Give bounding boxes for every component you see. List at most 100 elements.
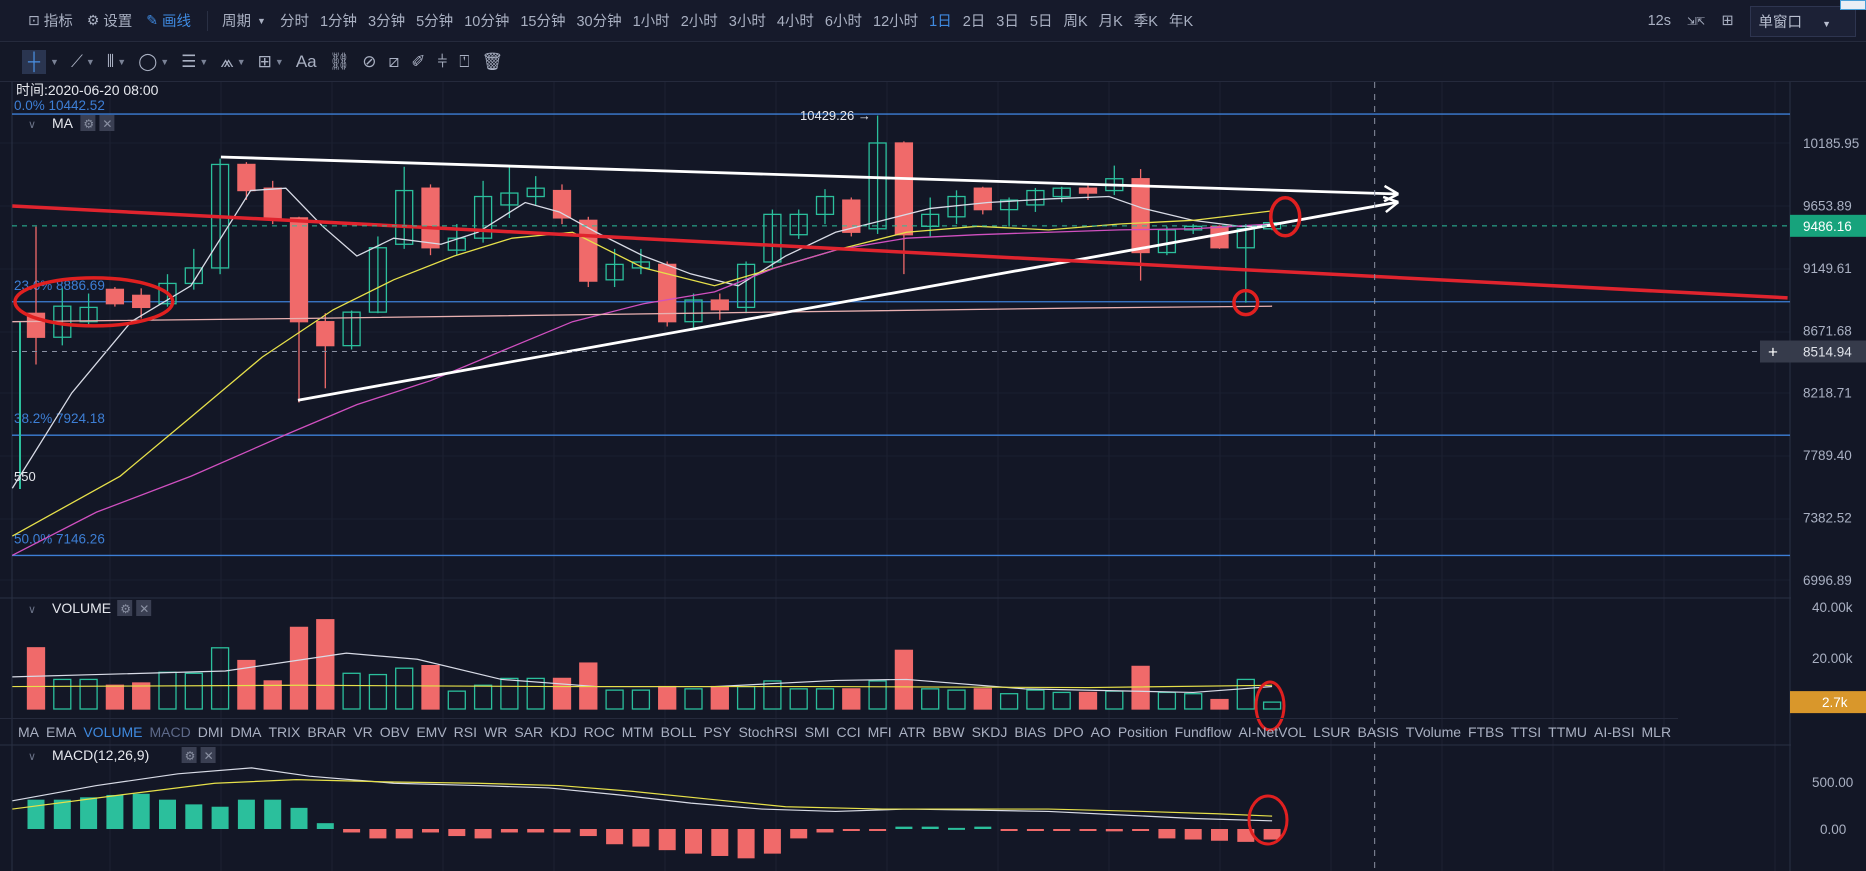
tab-dmi[interactable]: DMI <box>197 723 224 740</box>
candles-tool[interactable]: ⫩ <box>438 52 448 72</box>
period-月K[interactable]: 月K <box>1098 14 1123 30</box>
tab-ttsi[interactable]: TTSI <box>1510 723 1542 740</box>
tab-volume[interactable]: VOLUME <box>83 723 143 740</box>
tab-sar[interactable]: SAR <box>514 723 544 740</box>
indicators-button[interactable]: ⊡ 指标 <box>28 10 73 31</box>
add-window-icon[interactable]: ⊞ <box>1721 13 1734 29</box>
candle[interactable] <box>973 186 992 215</box>
candle[interactable] <box>894 141 914 275</box>
candle[interactable] <box>526 176 545 206</box>
parallel-lines-tool[interactable]: ☰ ▼ <box>181 52 208 72</box>
candle[interactable] <box>815 189 835 225</box>
tab-position[interactable]: Position <box>1117 723 1168 740</box>
pane-settings-icon[interactable] <box>80 115 96 131</box>
tab-ttmu[interactable]: TTMU <box>1548 723 1588 740</box>
period-5日[interactable]: 5日 <box>1029 14 1053 30</box>
period-季K[interactable]: 季K <box>1133 14 1158 30</box>
candle[interactable] <box>763 209 782 268</box>
text-tool[interactable]: Aa <box>295 52 317 71</box>
window-mode-dropdown[interactable]: 单窗口 ▼ <box>1749 5 1856 37</box>
period-10分钟[interactable]: 10分钟 <box>464 14 510 30</box>
pane-close-icon[interactable] <box>136 600 152 616</box>
tab-bbw[interactable]: BBW <box>932 723 965 740</box>
tab-kdj[interactable]: KDJ <box>550 723 577 740</box>
resistance-line[interactable] <box>220 155 1399 196</box>
period-4小时[interactable]: 4小时 <box>776 14 814 30</box>
candle[interactable] <box>368 236 388 314</box>
tab-ao[interactable]: AO <box>1090 723 1111 740</box>
tab-mlr[interactable]: MLR <box>1641 723 1672 740</box>
eraser-tool[interactable]: ⊘ <box>362 52 376 72</box>
tab-ftbs[interactable]: FTBS <box>1468 723 1504 740</box>
tab-stochrsi[interactable]: StochRSI <box>738 723 798 740</box>
candle[interactable] <box>395 166 414 249</box>
crosshair-tool[interactable]: ┼ <box>22 50 47 74</box>
delete-tool[interactable]: 🗑 <box>482 52 504 72</box>
tab-ai-bsi[interactable]: AI-BSI <box>1594 723 1635 740</box>
candle[interactable] <box>316 313 335 389</box>
tab-wr[interactable]: WR <box>484 723 508 740</box>
magnet-tool[interactable]: ⛓ <box>329 52 351 72</box>
period-分时[interactable]: 分时 <box>279 14 309 30</box>
tab-bias[interactable]: BIAS <box>1014 723 1047 740</box>
pattern-tool[interactable]: ⩕ ▼ <box>220 52 245 72</box>
tab-mtm[interactable]: MTM <box>621 723 654 740</box>
candle[interactable] <box>605 248 624 288</box>
candle[interactable] <box>842 197 861 237</box>
period-2小时[interactable]: 2小时 <box>680 14 718 30</box>
red-trend-line[interactable] <box>12 204 1788 300</box>
candle[interactable] <box>1131 169 1150 281</box>
candle[interactable] <box>1052 186 1071 203</box>
period-5分钟[interactable]: 5分钟 <box>416 14 454 30</box>
ruler-tool[interactable]: ⧄ <box>388 52 399 72</box>
candle[interactable] <box>158 274 177 307</box>
candle[interactable] <box>552 184 572 225</box>
pane-close-icon[interactable] <box>200 747 216 763</box>
candle[interactable] <box>710 293 729 320</box>
trend-line-tool[interactable]: ⟋ ▼ <box>71 52 95 72</box>
period-12小时[interactable]: 12小时 <box>873 14 919 30</box>
period-周K[interactable]: 周K <box>1063 14 1088 30</box>
candle[interactable] <box>658 261 677 327</box>
vertical-lines-tool[interactable]: ⦀ ▼ <box>107 52 126 72</box>
tab-macd[interactable]: MACD <box>149 723 191 740</box>
pane-close-icon[interactable] <box>99 115 115 131</box>
period-3分钟[interactable]: 3分钟 <box>368 14 406 30</box>
settings-button[interactable]: ⚙ 设置 <box>87 10 133 31</box>
tab-fundflow[interactable]: Fundflow <box>1174 723 1232 740</box>
pen-tool[interactable]: ✐ <box>411 52 425 72</box>
candle[interactable] <box>500 166 519 219</box>
pane-settings-icon[interactable] <box>117 600 133 616</box>
measure-tool[interactable]: ⊞ ▼ <box>258 52 284 72</box>
candle[interactable] <box>184 248 203 290</box>
period-年K[interactable]: 年K <box>1168 14 1194 30</box>
candle[interactable] <box>289 216 309 403</box>
lock-tool[interactable]: ⍞ <box>459 52 469 72</box>
period-2日[interactable]: 2日 <box>962 14 986 30</box>
candle[interactable] <box>684 293 703 330</box>
period-1日[interactable]: 1日 <box>929 14 952 30</box>
tab-dma[interactable]: DMA <box>230 723 262 740</box>
candle[interactable] <box>237 162 256 200</box>
period-15分钟[interactable]: 15分钟 <box>520 14 566 30</box>
tab-cci[interactable]: CCI <box>836 723 861 740</box>
tab-tvolume[interactable]: TVolume <box>1405 723 1462 740</box>
caret-down-icon[interactable]: ▼ <box>50 57 59 67</box>
tab-ema[interactable]: EMA <box>46 723 77 740</box>
refresh-interval[interactable]: 12s <box>1647 13 1671 29</box>
tab-ai-netvol[interactable]: AI-NetVOL <box>1238 723 1307 740</box>
period-3日[interactable]: 3日 <box>996 14 1019 30</box>
tab-basis[interactable]: BASIS <box>1357 723 1399 740</box>
tab-rsi[interactable]: RSI <box>453 723 478 740</box>
tab-boll[interactable]: BOLL <box>660 723 697 740</box>
candle[interactable] <box>132 288 151 319</box>
period-1小时[interactable]: 1小时 <box>632 14 670 30</box>
period-dropdown[interactable]: 周期 ▼ <box>222 10 266 31</box>
pane-settings-icon[interactable] <box>181 747 197 763</box>
period-30分钟[interactable]: 30分钟 <box>576 14 622 30</box>
compress-icon[interactable]: ⇲⇱ <box>1686 15 1706 28</box>
period-6小时[interactable]: 6小时 <box>824 14 862 30</box>
candle[interactable] <box>473 180 493 243</box>
tab-emv[interactable]: EMV <box>416 723 447 740</box>
